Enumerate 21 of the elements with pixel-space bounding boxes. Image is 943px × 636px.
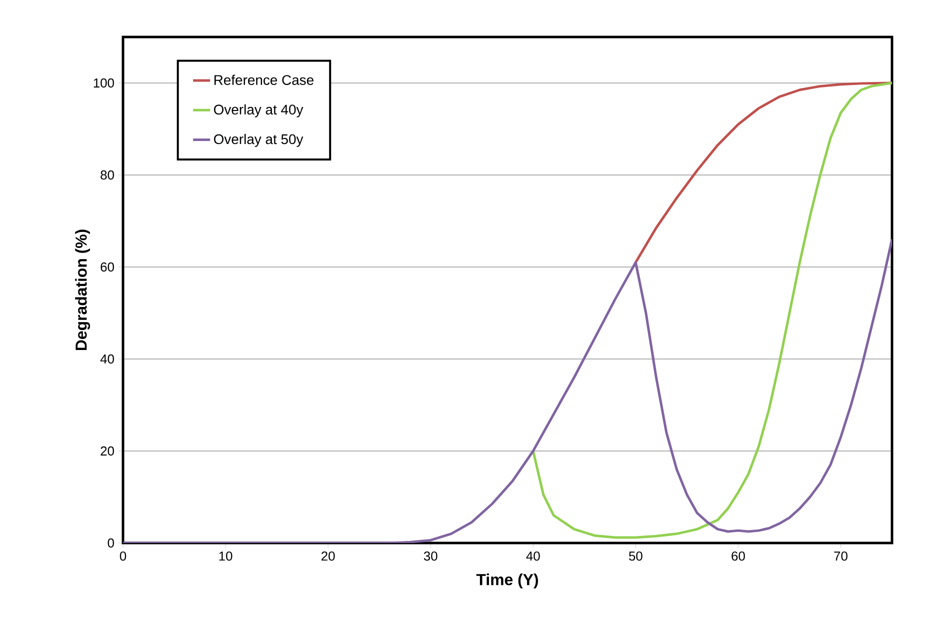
x-tick-label: 0 [120,552,126,561]
legend-label: Overlay at 50y [214,134,304,147]
line-series [634,82,892,264]
y-tick-label: 100 [94,78,114,88]
x-tick-label: 50 [628,552,642,561]
y-tick-label: 0 [108,538,114,548]
legend-label: Overlay at 40y [214,104,304,118]
x-tick-label: 10 [219,552,232,561]
y-tick-label: 80 [100,170,114,180]
legend-label: Reference Case [214,74,314,85]
line-series [532,82,892,539]
x-axis-title: Time (Y) [476,574,538,588]
x-tick-label: 30 [424,552,438,561]
x-tick-label: 20 [322,552,335,561]
y-tick-label: 60 [100,262,114,272]
y-axis-title: Degradation (%) [75,230,90,350]
x-tick-label: 40 [526,552,540,561]
y-tick-label: 40 [100,354,114,364]
x-tick-label: 60 [732,552,745,561]
x-tick-label: 70 [834,552,848,561]
y-tick-label: 20 [100,446,114,456]
